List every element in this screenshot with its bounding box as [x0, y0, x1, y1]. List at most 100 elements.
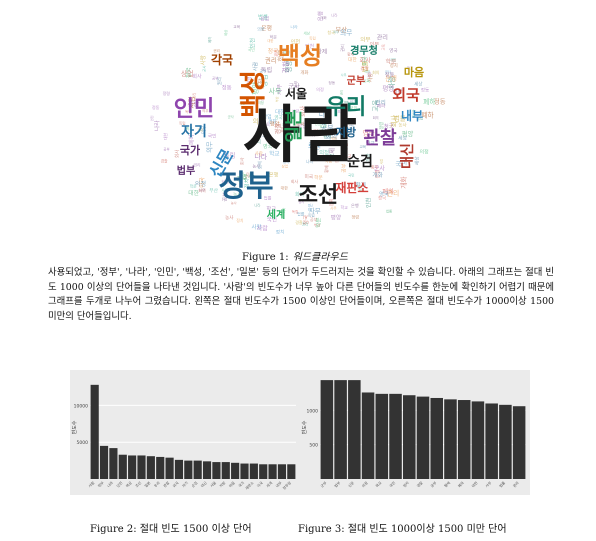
figure2-label: Figure 2: [90, 524, 137, 535]
cloud-small-word: 공부 [310, 217, 318, 223]
cloud-small-word: 청국 [184, 67, 192, 78]
cloud-small-word: 사랑 [367, 73, 374, 83]
cloud-small-word: 정령 [246, 76, 253, 84]
cloud-small-word: 황제 [316, 48, 327, 56]
cloud-small-word: 대한 [281, 186, 289, 191]
cloud-small-word: 군사 [228, 114, 235, 119]
cloud-small-word: 영국 [379, 190, 389, 198]
x-tick-label: 관찰 [162, 480, 171, 489]
cloud-small-word: 의정 [419, 148, 428, 155]
x-tick-label: 정부 [97, 480, 106, 489]
cloud-small-word: 회사 [390, 114, 399, 127]
cloud-small-word: 군사 [288, 82, 300, 90]
bar [99, 445, 109, 479]
cloud-small-word: 사무 [276, 83, 284, 94]
cloud-small-word: 군사 [245, 174, 251, 179]
cloud-small-word: 공부 [212, 76, 219, 80]
cloud-small-word: 회사 [174, 150, 181, 158]
cloud-small-word: 국민 [267, 216, 277, 224]
cloud-small-word: 정동 [152, 104, 160, 110]
bar [268, 464, 277, 479]
bar [334, 380, 347, 479]
bar [277, 464, 287, 479]
cloud-small-word: 미국 [281, 207, 286, 213]
x-tick-label: 정치 [402, 480, 410, 488]
cloud-small-word: 영국 [283, 159, 290, 164]
cloud-small-word: 교육 [233, 25, 240, 29]
cloud-small-word: 학교 [407, 65, 413, 70]
cloud-small-word: 독립 [179, 120, 186, 125]
x-tick-label: 인민 [115, 480, 123, 488]
cloud-small-word: 농사 [225, 214, 234, 221]
cloud-small-word: 영국 [343, 153, 351, 160]
cloud-small-word: 군사 [202, 65, 207, 72]
cloud-small-word: 상업 [260, 16, 269, 23]
cloud-word-gukga: 국가 [180, 143, 200, 157]
cloud-small-word: 권리 [265, 56, 277, 65]
cloud-small-word: 관리 [273, 49, 279, 57]
cloud-small-word: 사람 [257, 224, 269, 232]
cloud-small-word: 정령 [378, 122, 385, 130]
figure3-chart: 500 1000 빈도수 군부 법부 신문 의정 학교 국민 정치 경찰 공부 황제 폐하 대한 사무 법률 관리 [300, 370, 530, 495]
cloud-small-word: 회사 [360, 57, 372, 65]
cloud-small-word: 의무 [204, 141, 213, 153]
cloud-small-word: 인천 [150, 115, 154, 121]
cloud-small-word: 교육 [363, 79, 371, 84]
figure1-caption: Figure 1: 워드클라우드 [242, 248, 348, 263]
figure3-caption: Figure 3: 절대 빈도 1000이상 1500 미만 단어 [298, 520, 507, 535]
cloud-small-word: 의정 [195, 180, 206, 188]
cloud-small-word: 교육 [337, 155, 349, 162]
cloud-small-word: 개화 [372, 171, 383, 179]
bar [184, 460, 193, 479]
cloud-small-word: 은행 [283, 148, 289, 153]
figure1-text: 워드클라우드 [292, 252, 348, 263]
cloud-small-word: 정치 [390, 62, 398, 69]
cloud-small-word: 공부 [260, 69, 267, 74]
cloud-small-word: 의무 [340, 28, 352, 37]
cloud-small-word: 학문 [307, 203, 314, 211]
cloud-small-word: 정령 [197, 127, 203, 132]
cloud-small-word: 사무 [330, 206, 337, 211]
x-tick-label: 폐하 [457, 480, 466, 489]
y-tick-label: 10000 [74, 403, 88, 409]
cloud-small-word: 평양 [284, 60, 293, 72]
cloud-small-word: 사람 [379, 159, 384, 165]
cloud-word-gunbu: 군부 [347, 75, 365, 87]
cloud-word-jibang: 지방 [336, 125, 356, 139]
cloud-small-word: 독립 [308, 212, 315, 217]
cloud-small-word: 개화 [330, 136, 337, 141]
cloud-small-word: 사랑 [187, 99, 199, 108]
cloud-small-word: 폐하 [421, 111, 433, 120]
cloud-small-word: 정령 [318, 123, 327, 135]
x-tick-label: 관리 [512, 480, 520, 488]
word-cloud: 학교 의정 국민 독립 정치 경찰 공부 학문 군사 회의 세상 황제 폐하 대한 사무 정동 영국 미국 청국 법률… [150, 6, 450, 244]
x-tick-label: 백성 [125, 480, 133, 488]
cloud-small-word: 권리 [339, 90, 344, 96]
cloud-small-word: 회의 [295, 191, 304, 198]
cloud-small-word: 독립 [224, 152, 236, 160]
cloud-small-word: 황제 [323, 165, 329, 173]
cloud-small-word: 황제 [371, 165, 379, 170]
x-tick-label: 대한 [470, 480, 479, 489]
cloud-small-word: 경찰 [281, 60, 290, 73]
cloud-word-jaepanso: 재판소 [335, 180, 368, 195]
bar [471, 401, 485, 479]
x-tick-label: 순검 [190, 480, 198, 488]
cloud-small-word: 대한 [188, 189, 199, 197]
cloud-small-word: 군사 [385, 69, 391, 74]
cloud-word-seoul: 서울 [285, 86, 307, 101]
cloud-small-word: 관리 [377, 34, 388, 42]
cloud-small-word: 세상 [223, 30, 228, 36]
x-tick-label: 공부 [429, 480, 438, 489]
cloud-small-word: 법률 [386, 209, 392, 214]
x-tick-label: 조선 [134, 480, 142, 488]
cloud-small-word: 인천 [315, 121, 321, 126]
cloud-small-word: 경찰 [161, 159, 168, 164]
cloud-small-word: 정치 [276, 229, 285, 236]
cloud-small-word: 은행 [261, 24, 272, 32]
cloud-small-word: 관리 [375, 99, 386, 107]
bar [146, 456, 155, 479]
cloud-small-word: 학교 [269, 150, 279, 158]
figure3-label: Figure 3: [298, 524, 345, 535]
